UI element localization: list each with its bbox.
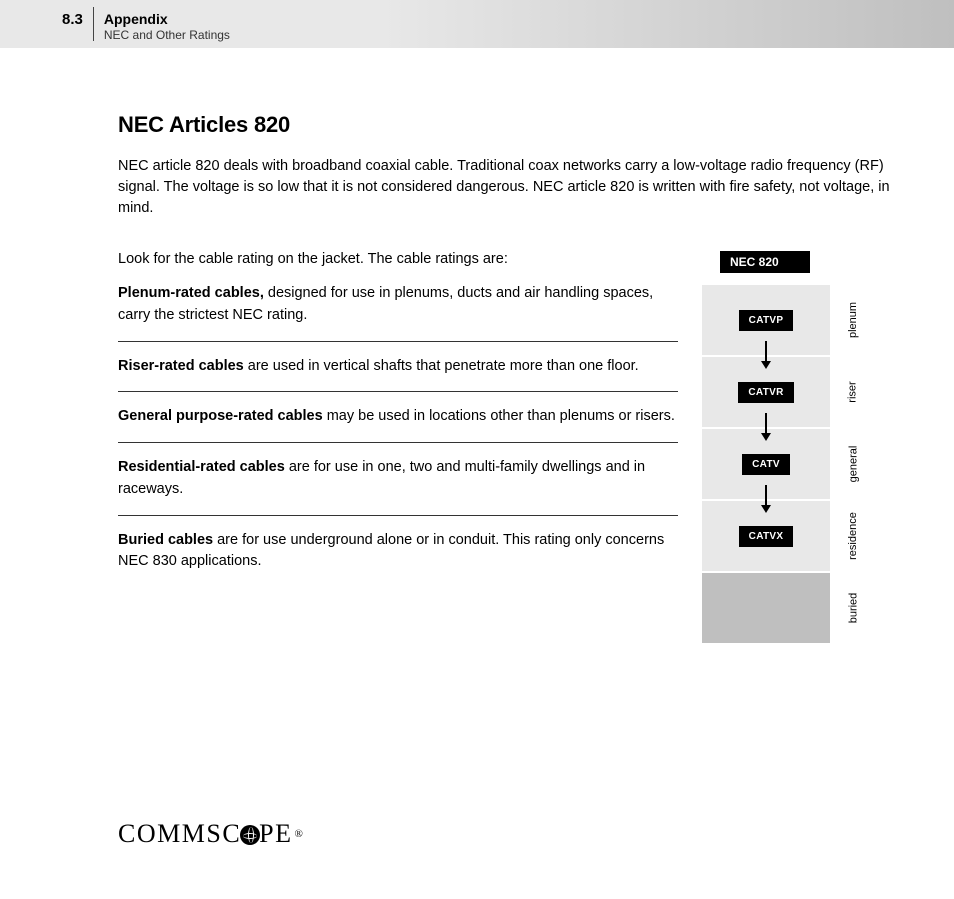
diagram-cell: CATVP	[702, 285, 830, 355]
diagram-cell	[702, 573, 830, 643]
arrow-down-icon	[765, 485, 767, 513]
arrow-down-icon	[765, 413, 767, 441]
rating-item: Plenum-rated cables, designed for use in…	[118, 283, 678, 342]
rating-bold: Plenum-rated cables,	[118, 285, 264, 301]
diagram-side-label: plenum	[838, 285, 868, 355]
arrow-down-icon	[765, 341, 767, 369]
diagram-side-label: general	[838, 429, 868, 499]
diagram-node: CATV	[742, 454, 790, 475]
rating-item: Buried cables are for use underground al…	[118, 530, 678, 588]
diagram-side-label: riser	[838, 357, 868, 427]
rating-item: Riser-rated cables are used in vertical …	[118, 356, 678, 393]
nec-diagram: NEC 820 CATVP plenum CATVR riser CATV general…	[702, 251, 892, 643]
diagram-row: CATVR riser	[702, 357, 892, 427]
diagram-node: CATVR	[738, 382, 793, 403]
diagram-node: CATVP	[739, 310, 794, 331]
registered-mark: ®	[295, 828, 305, 840]
ratings-lead: Look for the cable rating on the jacket.…	[118, 251, 678, 267]
header-text: Appendix NEC and Other Ratings	[104, 7, 230, 42]
header-section: 8.3 Appendix NEC and Other Ratings	[62, 7, 230, 42]
section-number: 8.3	[62, 7, 83, 28]
diagram-side-label: residence	[838, 501, 868, 571]
rating-bold: Residential-rated cables	[118, 459, 285, 475]
logo-suffix: PE	[259, 819, 292, 849]
rating-item: General purpose-rated cables may be used…	[118, 406, 678, 443]
two-column-layout: Look for the cable rating on the jacket.…	[118, 251, 914, 643]
diagram-side-label: buried	[838, 573, 868, 643]
header-divider	[93, 7, 94, 41]
header-title: Appendix	[104, 11, 230, 27]
rating-bold: General purpose-rated cables	[118, 408, 323, 424]
diagram-rows: CATVP plenum CATVR riser CATV general CATVX res…	[702, 285, 892, 643]
logo-prefix: COMMSC	[118, 819, 241, 849]
rating-rest: may be used in locations other than plen…	[323, 408, 675, 424]
header-subtitle: NEC and Other Ratings	[104, 28, 230, 42]
commscope-logo: COMMSC PE®	[118, 819, 304, 849]
ratings-column: Look for the cable rating on the jacket.…	[118, 251, 678, 601]
diagram-row: CATVP plenum	[702, 285, 892, 355]
rating-rest: are used in vertical shafts that penetra…	[244, 358, 639, 374]
rating-bold: Buried cables	[118, 532, 213, 548]
logo-area: COMMSC PE®	[118, 819, 304, 849]
rating-bold: Riser-rated cables	[118, 358, 244, 374]
intro-paragraph: NEC article 820 deals with broadband coa…	[118, 156, 898, 219]
diagram-row: CATVX residence	[702, 501, 892, 571]
diagram-node: CATVX	[739, 526, 794, 547]
diagram-row: buried	[702, 573, 892, 643]
ratings-list: Plenum-rated cables, designed for use in…	[118, 283, 678, 587]
diagram-header: NEC 820	[720, 251, 810, 273]
page-header: 8.3 Appendix NEC and Other Ratings	[0, 0, 954, 48]
diagram-row: CATV general	[702, 429, 892, 499]
content-area: NEC Articles 820 NEC article 820 deals w…	[0, 48, 954, 643]
globe-icon	[240, 825, 260, 845]
main-title: NEC Articles 820	[118, 112, 914, 138]
rating-item: Residential-rated cables are for use in …	[118, 457, 678, 516]
